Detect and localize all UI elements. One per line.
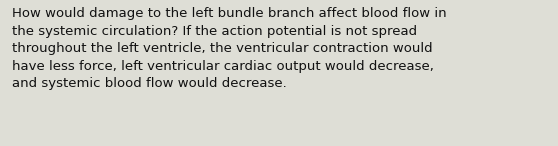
Text: How would damage to the left bundle branch affect blood flow in
the systemic cir: How would damage to the left bundle bran… xyxy=(12,7,447,90)
